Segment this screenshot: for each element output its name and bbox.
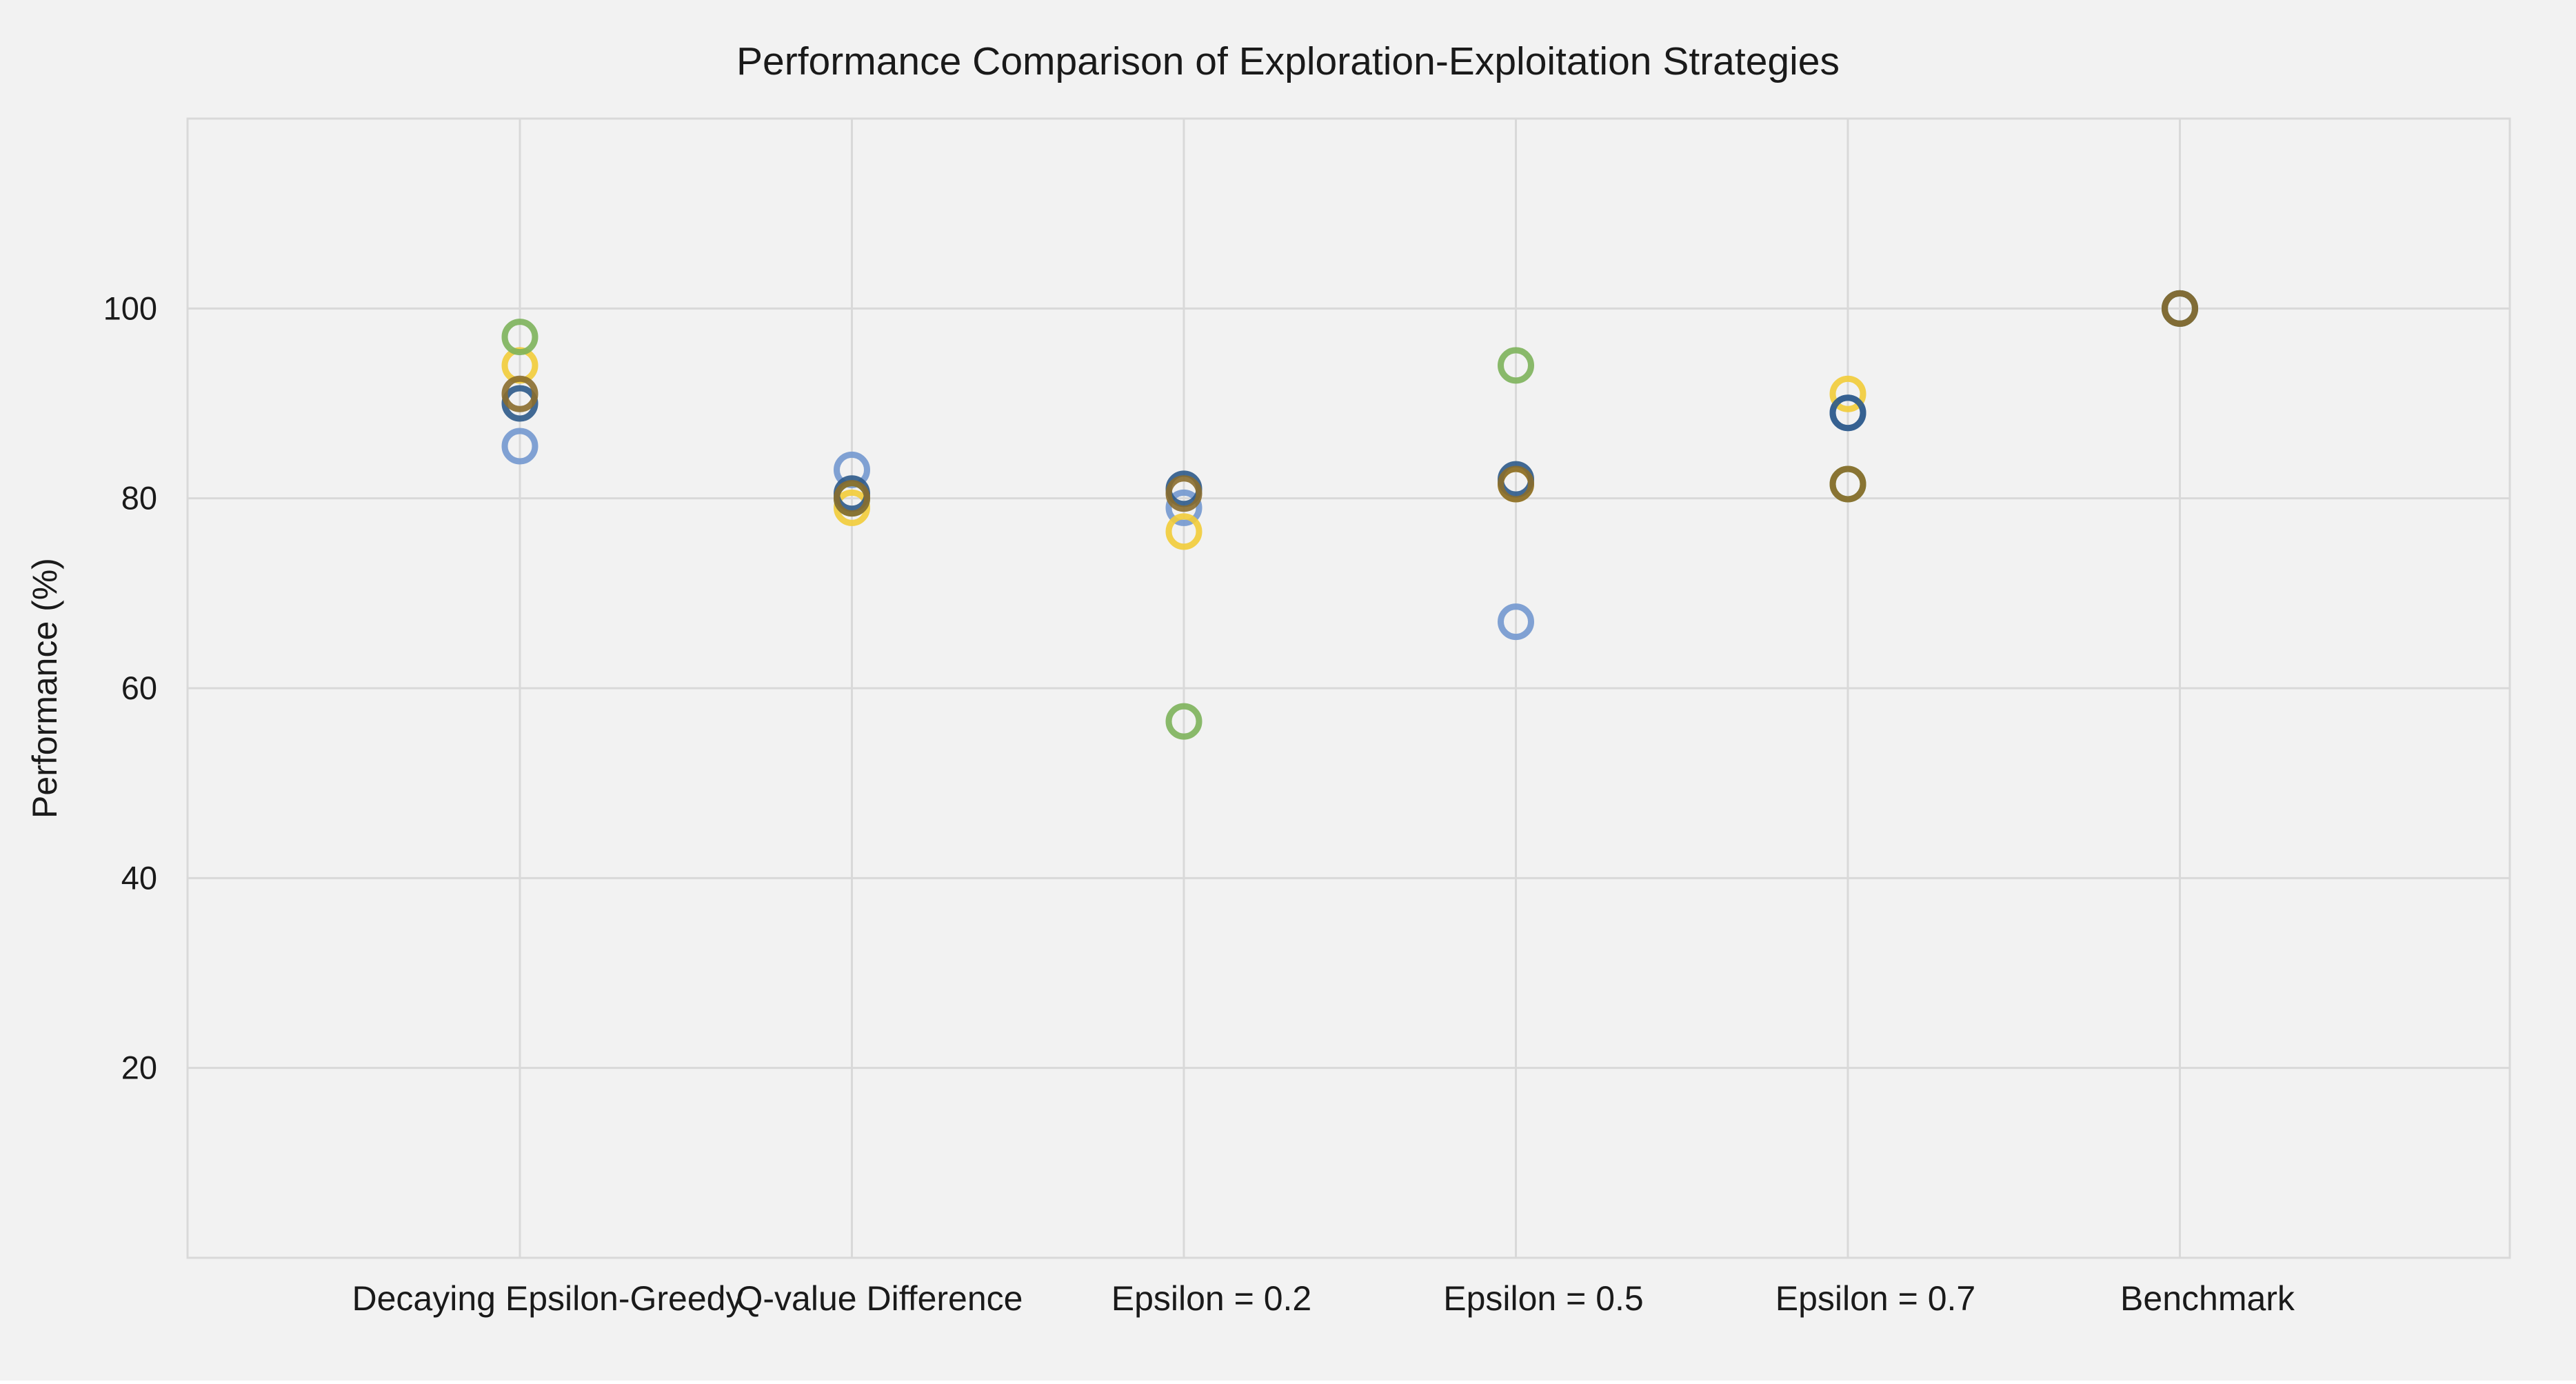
x-category-label: Decaying Epsilon-Greedy (352, 1279, 743, 1318)
data-point-series-3 (501, 319, 539, 356)
data-point-series-4 (1829, 394, 1866, 432)
x-category-label: Epsilon = 0.5 (1443, 1279, 1643, 1318)
y-tick-label: 80 (121, 480, 157, 517)
data-point-series-5 (1829, 465, 1866, 503)
data-point-series-3 (1165, 703, 1203, 740)
data-point-series-2 (1829, 375, 1866, 412)
data-point-series-5 (1498, 465, 1534, 503)
data-point-series-5 (501, 375, 539, 412)
chart-title: Performance Comparison of Exploration-Ex… (736, 39, 1840, 83)
x-category-label: Benchmark (2120, 1279, 2295, 1318)
data-point-series-5 (1165, 475, 1203, 512)
gridlines (188, 119, 2510, 1258)
data-point-series-2 (1165, 513, 1203, 550)
x-category-label: Epsilon = 0.2 (1111, 1279, 1311, 1318)
data-points (501, 290, 2198, 740)
x-category-label: Epsilon = 0.7 (1775, 1279, 1975, 1318)
data-point-series-1 (1165, 489, 1203, 526)
data-point-series-5 (2162, 290, 2198, 327)
y-tick-label: 20 (121, 1050, 157, 1086)
data-point-series-1 (1498, 603, 1534, 641)
data-point-series-1 (501, 428, 539, 465)
data-point-series-3 (1498, 347, 1534, 384)
x-category-label: Q-value Difference (736, 1279, 1023, 1318)
y-axis-label: Performance (%) (26, 558, 64, 819)
y-axis-ticks: 20 40 60 80 100 (103, 290, 157, 1085)
y-tick-label: 100 (103, 290, 157, 326)
y-tick-label: 40 (121, 859, 157, 896)
data-point-series-5 (834, 480, 870, 517)
y-tick-label: 60 (121, 670, 157, 706)
